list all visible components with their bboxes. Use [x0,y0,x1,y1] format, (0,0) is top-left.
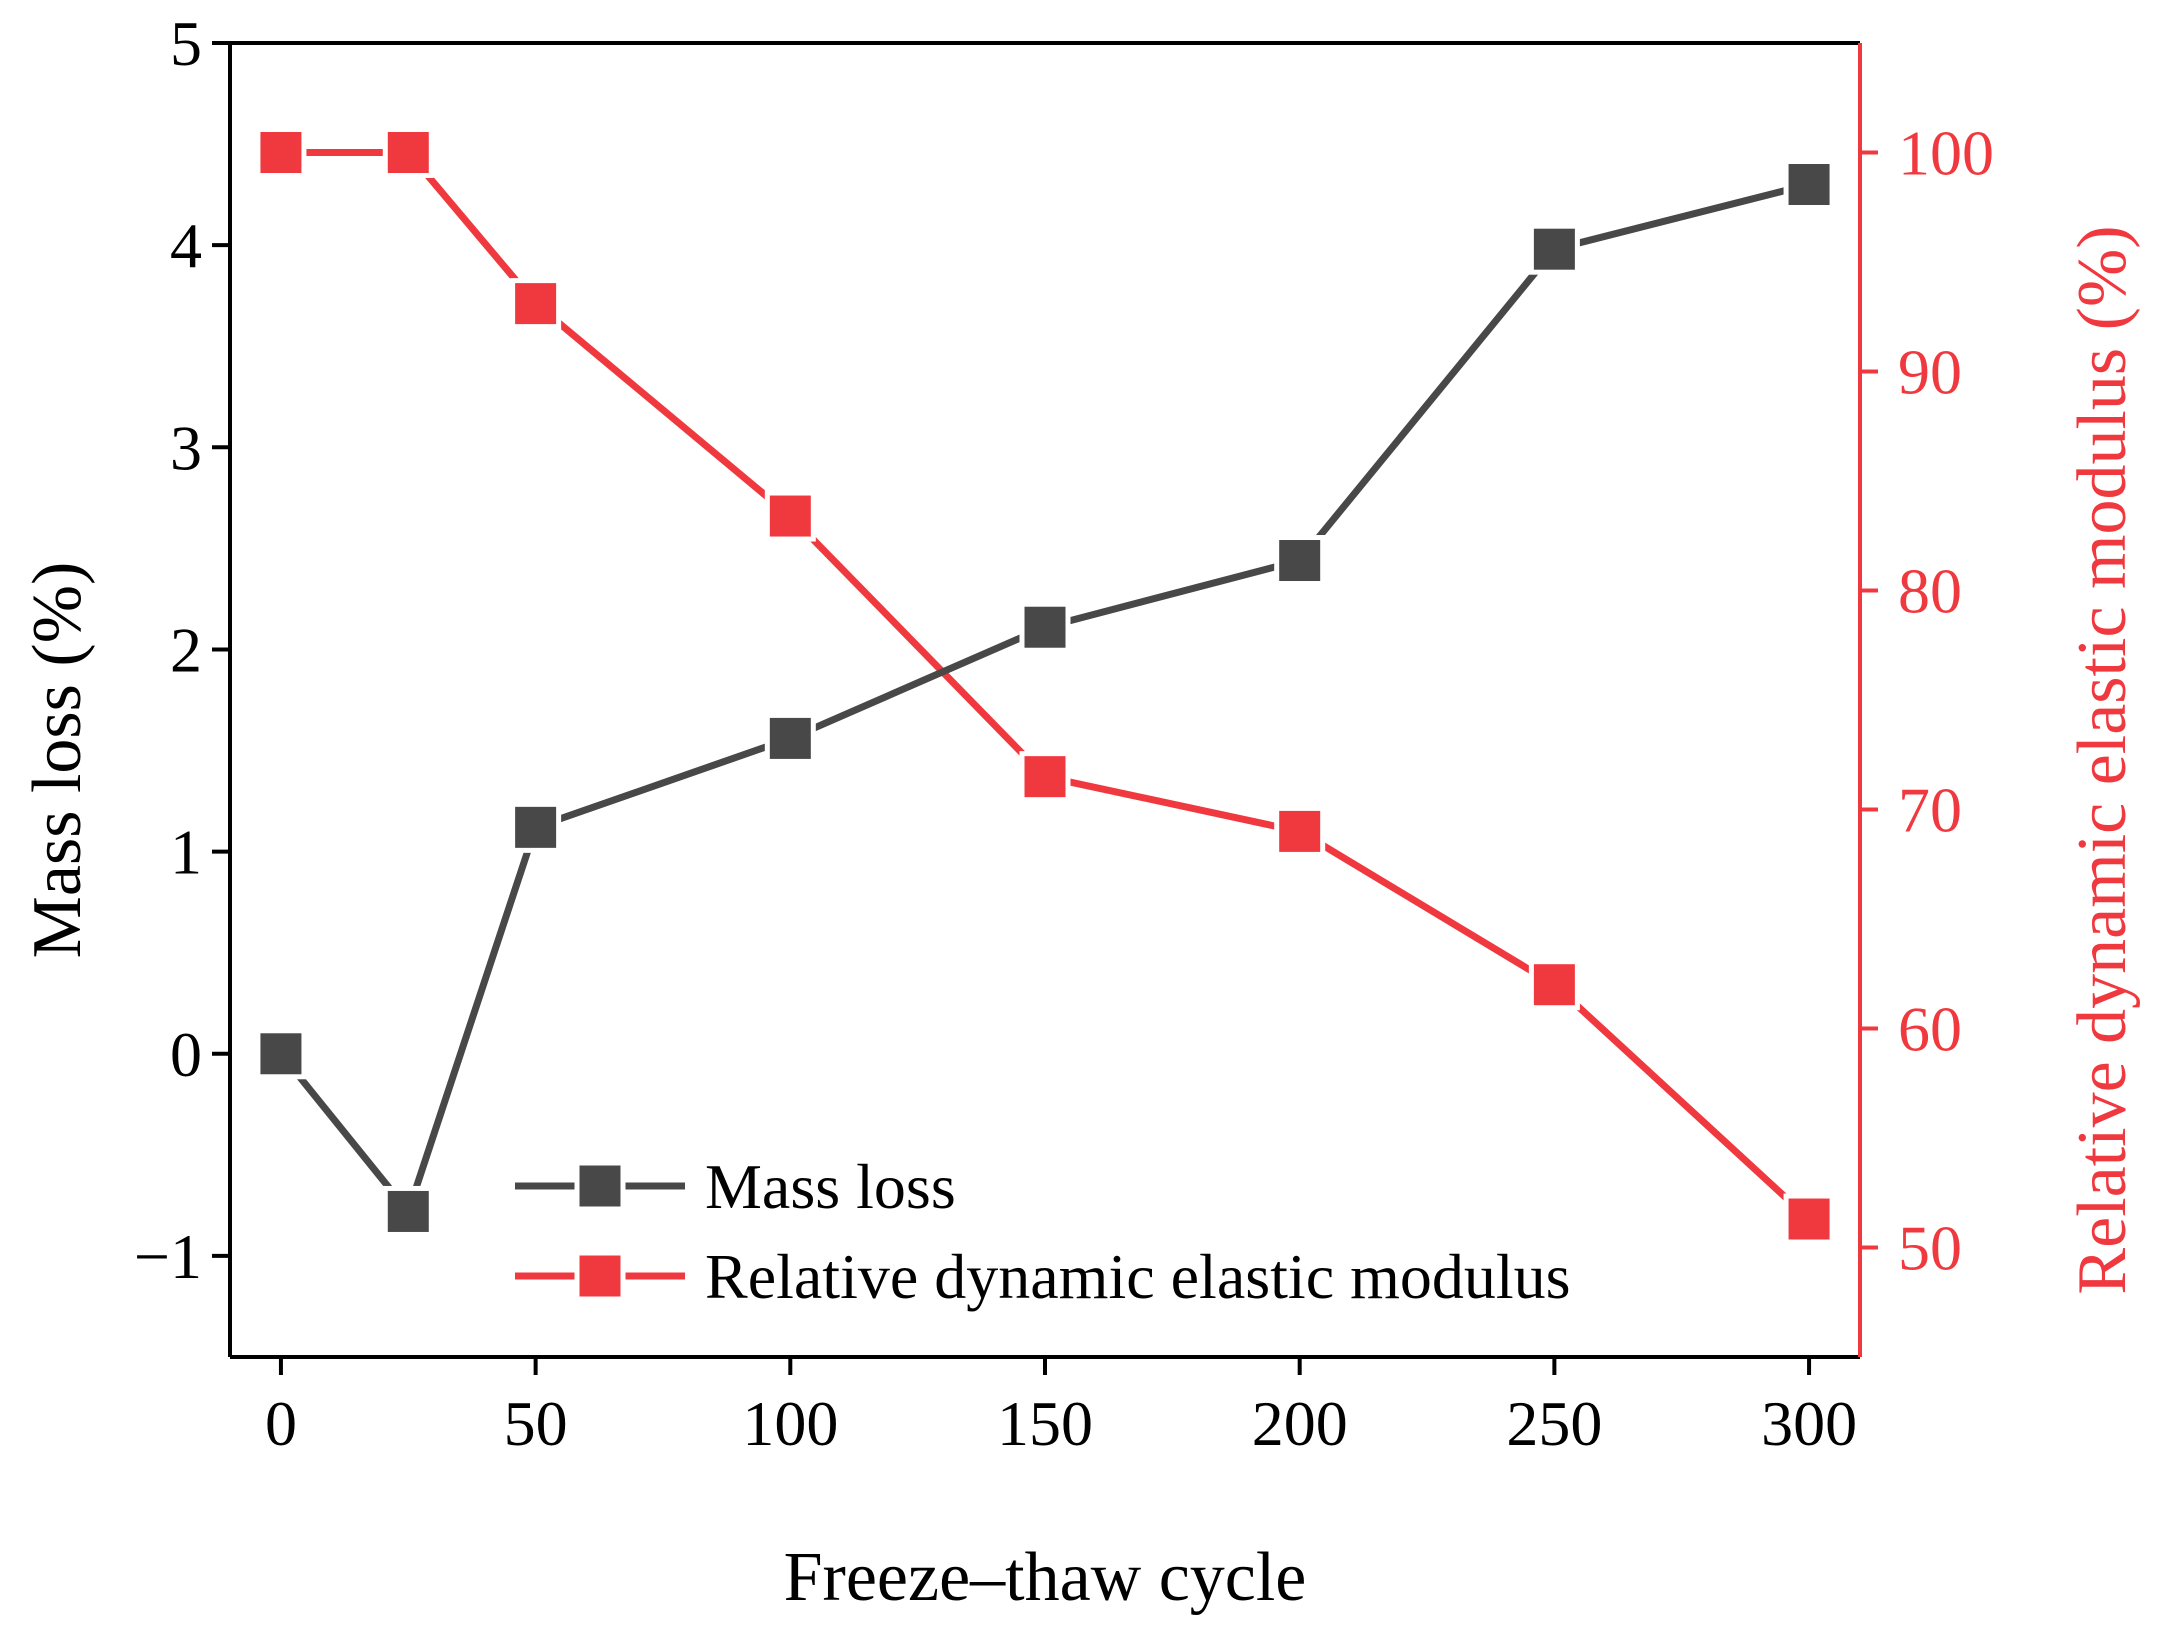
modulus-marker [764,490,816,542]
y-axis-right: 50 60 70 80 90 100 [1860,118,1994,1284]
x-tick-label: 150 [997,1388,1093,1459]
mass-loss-marker [764,712,816,764]
modulus-marker [1274,805,1326,857]
y-left-tick-label: 4 [170,210,202,281]
mass-loss-line [278,181,1810,1215]
mass-loss-marker [1019,601,1071,653]
y-left-tick-label: 3 [170,412,202,483]
y-left-tick-label: 2 [170,614,202,685]
legend-modulus: Relative dynamic elastic modulus [515,1241,1571,1312]
mass-loss-marker [1783,159,1835,211]
x-tick-label: 0 [265,1388,297,1459]
legend-mass-loss: Mass loss [515,1151,956,1222]
y-left-tick-label: 1 [170,817,202,888]
y-left-tick-label: 5 [170,8,202,79]
y-right-tick-label: 50 [1898,1213,1962,1284]
mass-loss-marker [382,1185,434,1237]
y-right-tick-label: 80 [1898,556,1962,627]
y2-axis-title: Relative dynamic elastic modulus (%) [2064,225,2141,1294]
modulus-marker [510,278,562,330]
y-axis-left: −1 0 1 2 3 4 5 [134,8,230,1292]
modulus-marker [1783,1193,1835,1245]
legend-mass-loss-label: Mass loss [705,1151,956,1222]
y-right-tick-label: 60 [1898,994,1962,1065]
x-tick-label: 300 [1761,1388,1857,1459]
legend-mass-loss-marker [574,1160,626,1212]
mass-loss-marker [1528,223,1580,275]
y-axis-title: Mass loss (%) [19,562,96,959]
x-tick-label: 100 [742,1388,838,1459]
modulus-marker [255,127,307,178]
x-tick-label: 200 [1252,1388,1348,1459]
modulus-marker [382,127,434,178]
x-axis-title: Freeze–thaw cycle [784,1539,1307,1616]
mass-loss-series [255,159,1835,1237]
plot-frame [228,41,1862,1359]
mass-loss-marker [1274,535,1326,587]
x-axis: 0 50 100 150 200 250 300 [265,1357,1857,1459]
modulus-series [255,127,1835,1245]
modulus-marker [1019,751,1071,803]
legend-modulus-label: Relative dynamic elastic modulus [705,1241,1571,1312]
mass-loss-marker [255,1028,307,1080]
series-layer [255,127,1835,1245]
legend-modulus-marker [574,1250,626,1302]
y-right-tick-label: 100 [1898,118,1994,189]
x-tick-label: 50 [504,1388,568,1459]
y-right-tick-label: 90 [1898,337,1962,408]
legend: Mass loss Relative dynamic elastic modulu… [515,1151,1571,1312]
y-right-tick-label: 70 [1898,775,1962,846]
y-left-tick-label: −1 [134,1221,202,1292]
modulus-marker [1528,959,1580,1011]
mass-loss-marker [510,801,562,853]
x-tick-label: 250 [1506,1388,1602,1459]
y-left-tick-label: 0 [170,1019,202,1090]
